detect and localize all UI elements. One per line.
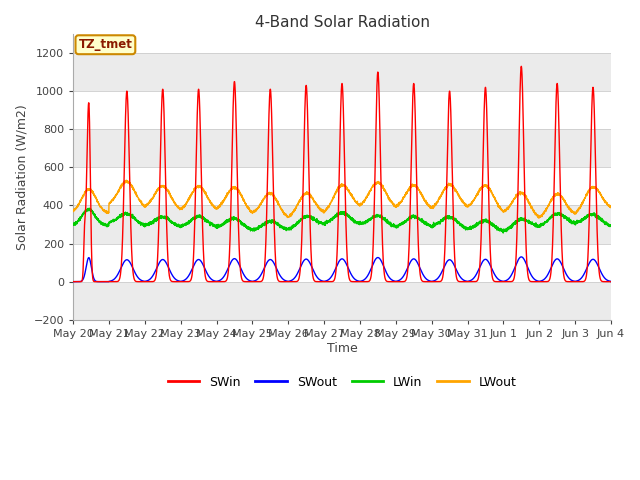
Bar bbox=[73, 243, 611, 282]
X-axis label: Time: Time bbox=[326, 342, 357, 355]
Bar bbox=[73, 129, 611, 168]
Title: 4-Band Solar Radiation: 4-Band Solar Radiation bbox=[255, 15, 429, 30]
Bar bbox=[73, 205, 611, 243]
Bar bbox=[73, 53, 611, 91]
Bar bbox=[73, 282, 611, 320]
Text: TZ_tmet: TZ_tmet bbox=[79, 38, 132, 51]
Legend: SWin, SWout, LWin, LWout: SWin, SWout, LWin, LWout bbox=[163, 371, 522, 394]
Bar bbox=[73, 168, 611, 205]
Bar bbox=[73, 91, 611, 129]
Y-axis label: Solar Radiation (W/m2): Solar Radiation (W/m2) bbox=[15, 104, 28, 250]
